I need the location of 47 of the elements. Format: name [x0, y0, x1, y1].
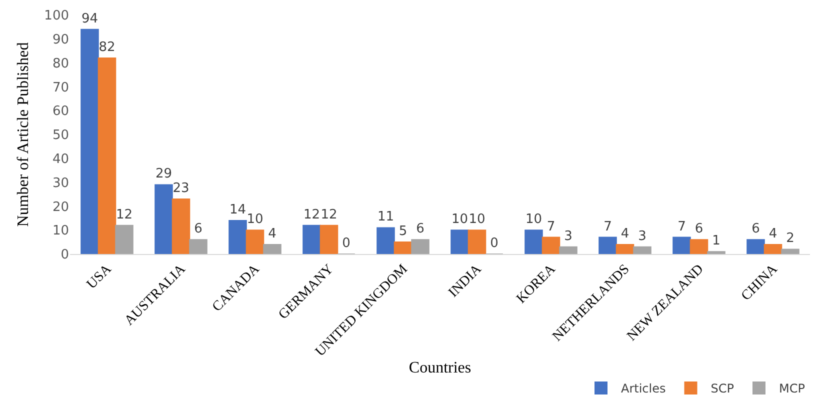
- data-label: 23: [172, 181, 190, 196]
- data-label: 4: [620, 226, 630, 242]
- legend-label: MCP: [778, 382, 805, 396]
- y-tick-label: 0: [60, 248, 69, 263]
- data-label: 14: [229, 202, 246, 218]
- data-label: 4: [268, 226, 276, 242]
- y-tick-label: 60: [52, 104, 69, 120]
- y-tick-label: 30: [52, 176, 69, 191]
- data-label: 29: [155, 166, 172, 182]
- data-label: 7: [678, 219, 686, 234]
- data-label: 5: [398, 224, 408, 240]
- data-label: 12: [320, 207, 338, 222]
- data-label: 3: [564, 228, 572, 244]
- data-label: 10: [468, 212, 486, 228]
- data-label: 94: [81, 11, 98, 26]
- data-label: 2: [786, 231, 794, 246]
- data-label: 82: [98, 40, 116, 56]
- data-label: 10: [451, 212, 468, 228]
- data-label: 0: [342, 236, 350, 251]
- y-tick-label: 100: [44, 8, 69, 24]
- data-label: 6: [194, 222, 202, 237]
- legend-label: SCP: [710, 382, 734, 396]
- data-label: 0: [490, 236, 498, 251]
- y-tick-label: 50: [52, 128, 69, 144]
- data-label: 1: [712, 234, 720, 249]
- data-label: 3: [638, 228, 646, 244]
- y-tick-label: 10: [52, 224, 69, 239]
- y-tick-label: 80: [52, 56, 69, 72]
- data-label: 10: [525, 212, 542, 228]
- y-tick-label: 90: [52, 32, 69, 48]
- data-label: 7: [546, 219, 556, 234]
- x-tick-label: USA: [84, 261, 116, 292]
- data-label: 10: [246, 212, 264, 228]
- data-label: 12: [303, 207, 320, 222]
- legend-label: Articles: [621, 382, 666, 396]
- y-tick-label: 20: [52, 200, 69, 215]
- data-label: 6: [752, 222, 760, 237]
- data-label: 6: [694, 222, 704, 237]
- data-label: 7: [604, 219, 612, 234]
- x-axis-title: Countries: [408, 360, 472, 377]
- data-label: 6: [416, 222, 424, 237]
- y-tick-label: 70: [52, 80, 69, 96]
- y-axis-title: Number of Article Published: [15, 42, 32, 227]
- y-tick-label: 40: [52, 152, 69, 167]
- data-label: 12: [116, 207, 133, 222]
- data-label: 11: [377, 210, 394, 225]
- data-label: 4: [768, 226, 778, 242]
